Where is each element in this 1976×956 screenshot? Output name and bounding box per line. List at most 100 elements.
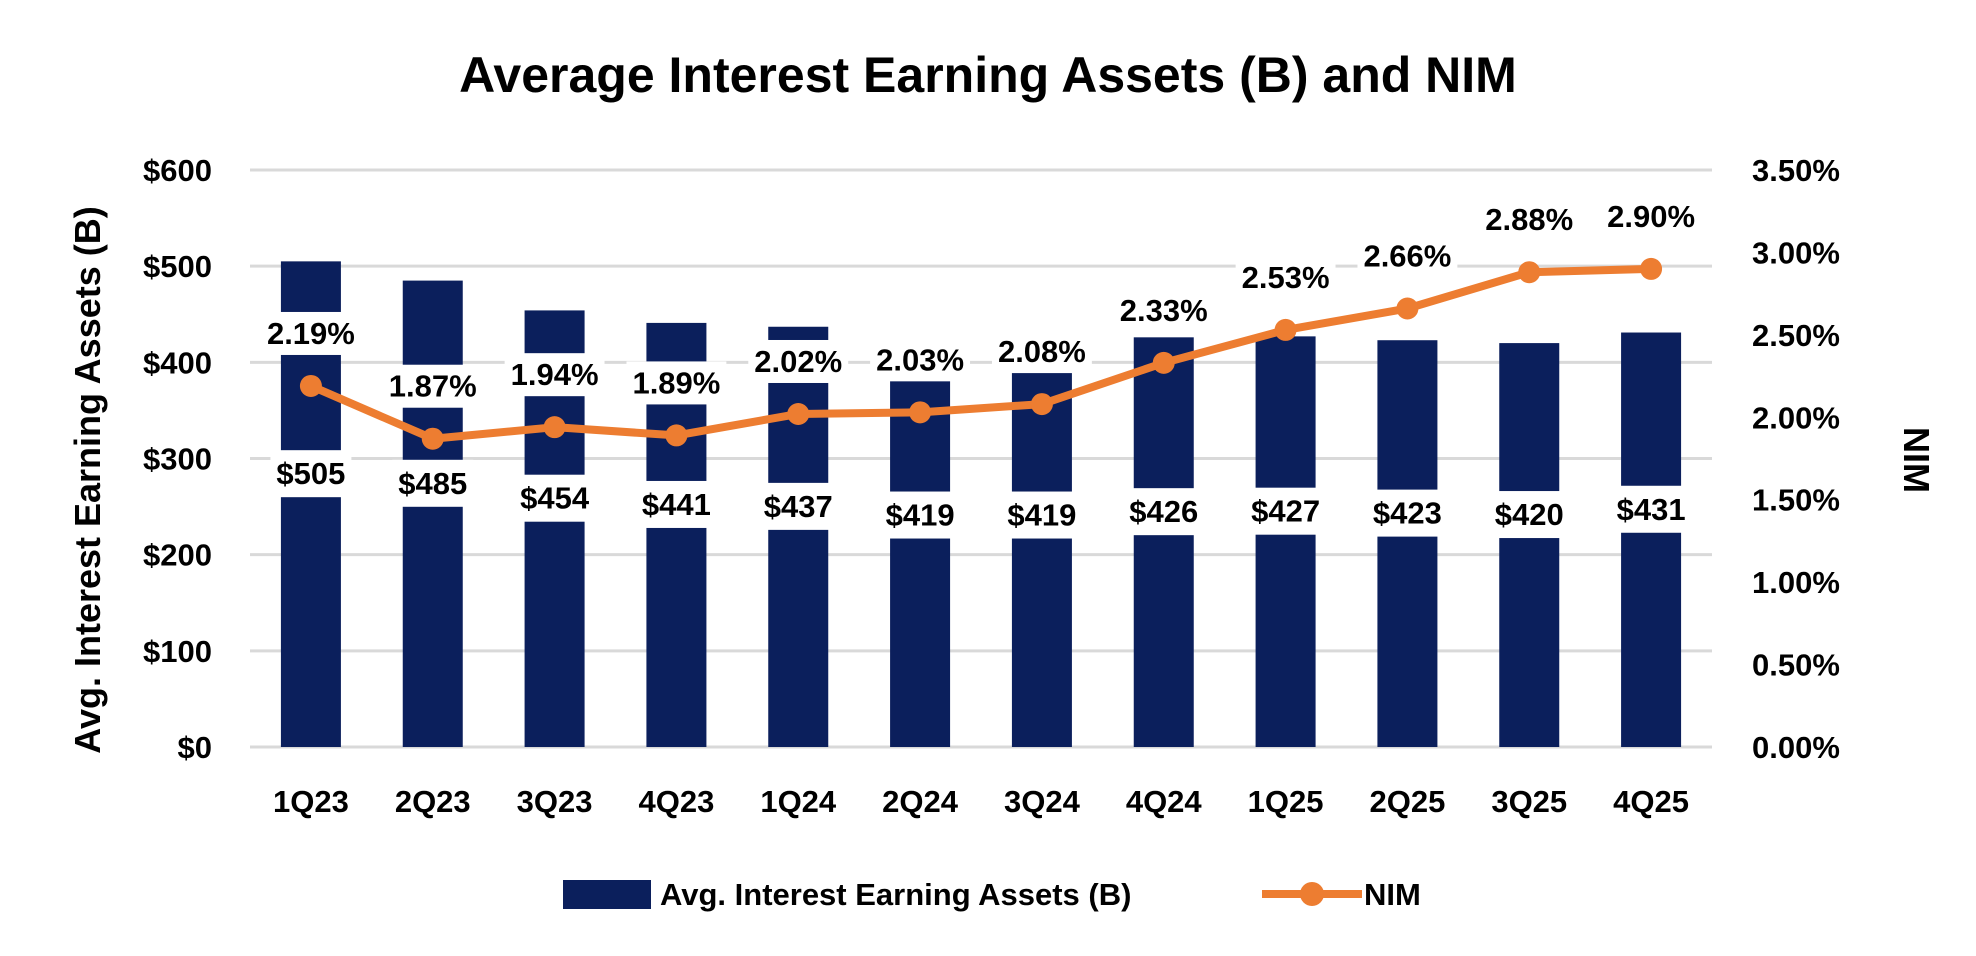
- y2-tick-label: 1.00%: [1752, 565, 1840, 600]
- x-tick-label: 1Q25: [1248, 784, 1324, 819]
- nim-value-label-bg: [626, 361, 727, 405]
- nim-value-label-bg: [870, 338, 971, 382]
- nim-marker: [543, 416, 566, 439]
- bar-value-label: $437: [764, 489, 833, 524]
- nim-value-label: 2.88%: [1485, 202, 1573, 237]
- nim-series: [299, 257, 1663, 450]
- nim-value-label: 2.53%: [1242, 260, 1330, 295]
- bar-value-label-bg: [879, 491, 961, 539]
- nim-marker: [787, 402, 810, 425]
- bar-value-label: $420: [1495, 497, 1564, 532]
- bar-value-label: $419: [1007, 498, 1076, 533]
- bar-value-label: $426: [1129, 494, 1198, 529]
- left-axis-ticks: $0 $100 $200 $300 $400 $500 $600: [143, 153, 212, 765]
- y-tick-label: $300: [143, 442, 212, 477]
- nim-value-label-bg: [1601, 194, 1702, 238]
- nim-marker: [1518, 261, 1541, 284]
- legend-line-label: NIM: [1364, 877, 1421, 912]
- bar: [1621, 332, 1682, 747]
- y-tick-label: $500: [143, 249, 212, 284]
- bar: [1255, 336, 1316, 747]
- nim-value-label-bg: [991, 330, 1092, 374]
- bar-value-label-bg: [635, 480, 717, 528]
- nim-value-label: 2.33%: [1120, 293, 1208, 328]
- bar-value-label-bg: [514, 474, 596, 522]
- nim-marker: [909, 401, 932, 424]
- nim-value-label-bg: [504, 353, 605, 397]
- bar: [1499, 343, 1560, 747]
- nim-value-label: 1.87%: [389, 369, 477, 404]
- x-tick-label: 4Q25: [1613, 784, 1689, 819]
- nim-value-label-bg: [1235, 255, 1336, 299]
- bar-series: [280, 261, 1682, 747]
- bar: [768, 326, 829, 747]
- y2-tick-label: 1.50%: [1752, 483, 1840, 518]
- nim-marker: [665, 424, 688, 447]
- chart-title: Average Interest Earning Assets (B) and …: [459, 47, 1517, 103]
- bar-value-label-bg: [757, 482, 839, 530]
- bar-value-label: $431: [1617, 492, 1686, 527]
- x-tick-label: 4Q23: [638, 784, 714, 819]
- gridlines: [250, 168, 1712, 749]
- nim-marker: [1274, 318, 1297, 341]
- nim-value-label: 2.90%: [1607, 199, 1695, 234]
- bar: [1133, 337, 1194, 747]
- bar-value-label-bg: [1001, 491, 1083, 539]
- right-axis-title: NIM: [1896, 427, 1937, 493]
- nim-value-label: 1.89%: [632, 365, 720, 400]
- bar-value-label: $505: [276, 456, 345, 491]
- nim-marker: [421, 427, 444, 450]
- nim-value-label-bg: [1479, 198, 1580, 242]
- x-tick-label: 3Q23: [517, 784, 593, 819]
- bar-value-label: $419: [886, 498, 955, 533]
- bar-value-label-bg: [1123, 488, 1205, 536]
- category-axis-ticks: 1Q23 2Q23 3Q23 4Q23 1Q24 2Q24 3Q24 4Q24 1Q25 2Q25…: [273, 784, 1689, 819]
- nim-value-label: 2.02%: [754, 344, 842, 379]
- nim-value-label: 2.19%: [267, 316, 355, 351]
- left-axis-title: Avg. Interest Earning Assets (B): [67, 206, 108, 753]
- nim-line: [309, 264, 1652, 443]
- nim-value-label-bg: [1113, 288, 1214, 332]
- bar-value-label-bg: [1245, 487, 1327, 535]
- nim-data-labels: 2.19% 1.87% 1.94% 1.89% 2.02% 2.03% 2.08% 2.33%…: [260, 194, 1702, 408]
- y-tick-label: $400: [143, 345, 212, 380]
- bar-value-label-bg: [1366, 489, 1448, 537]
- x-tick-label: 2Q23: [395, 784, 471, 819]
- bar-value-label-bg: [1610, 485, 1692, 533]
- nim-marker: [299, 374, 322, 397]
- nim-value-label: 2.03%: [876, 342, 964, 377]
- bar: [402, 280, 463, 747]
- bar-value-label-bg: [392, 459, 474, 507]
- y2-tick-label: 2.00%: [1752, 400, 1840, 435]
- nim-value-label-bg: [382, 364, 483, 408]
- y2-tick-label: 2.50%: [1752, 318, 1840, 353]
- y2-tick-label: 3.50%: [1752, 153, 1840, 188]
- y-tick-label: $600: [143, 153, 212, 188]
- nim-value-label-bg: [748, 339, 849, 383]
- bar-value-label-bg: [1488, 491, 1570, 539]
- y-tick-label: $0: [178, 730, 212, 765]
- x-tick-label: 3Q25: [1491, 784, 1567, 819]
- bar-value-label: $485: [398, 466, 467, 501]
- legend: Avg. Interest Earning Assets (B) NIM: [563, 877, 1421, 912]
- y2-tick-label: 0.50%: [1752, 648, 1840, 683]
- nim-marker: [1640, 257, 1663, 280]
- nim-marker: [1030, 393, 1053, 416]
- bar-data-labels: $505 $485 $454 $441 $437 $419 $419 $426 $427 $423…: [270, 450, 1692, 539]
- nim-value-label-bg: [1357, 234, 1458, 278]
- legend-line-marker: [1300, 882, 1324, 906]
- nim-value-label: 2.08%: [998, 334, 1086, 369]
- nim-marker: [1396, 297, 1419, 320]
- bar-value-label-bg: [270, 450, 352, 498]
- bar-value-label: $454: [520, 481, 590, 516]
- nim-value-label: 2.66%: [1363, 238, 1451, 273]
- y2-tick-label: 3.00%: [1752, 235, 1840, 270]
- x-tick-label: 2Q24: [882, 784, 959, 819]
- nim-marker: [1152, 351, 1175, 374]
- y-tick-label: $100: [143, 634, 212, 669]
- bar-value-label: $427: [1251, 494, 1320, 529]
- right-axis-ticks: 0.00% 0.50% 1.00% 1.50% 2.00% 2.50% 3.00% 3.50%: [1752, 153, 1840, 765]
- y2-tick-label: 0.00%: [1752, 730, 1840, 765]
- x-tick-label: 2Q25: [1369, 784, 1445, 819]
